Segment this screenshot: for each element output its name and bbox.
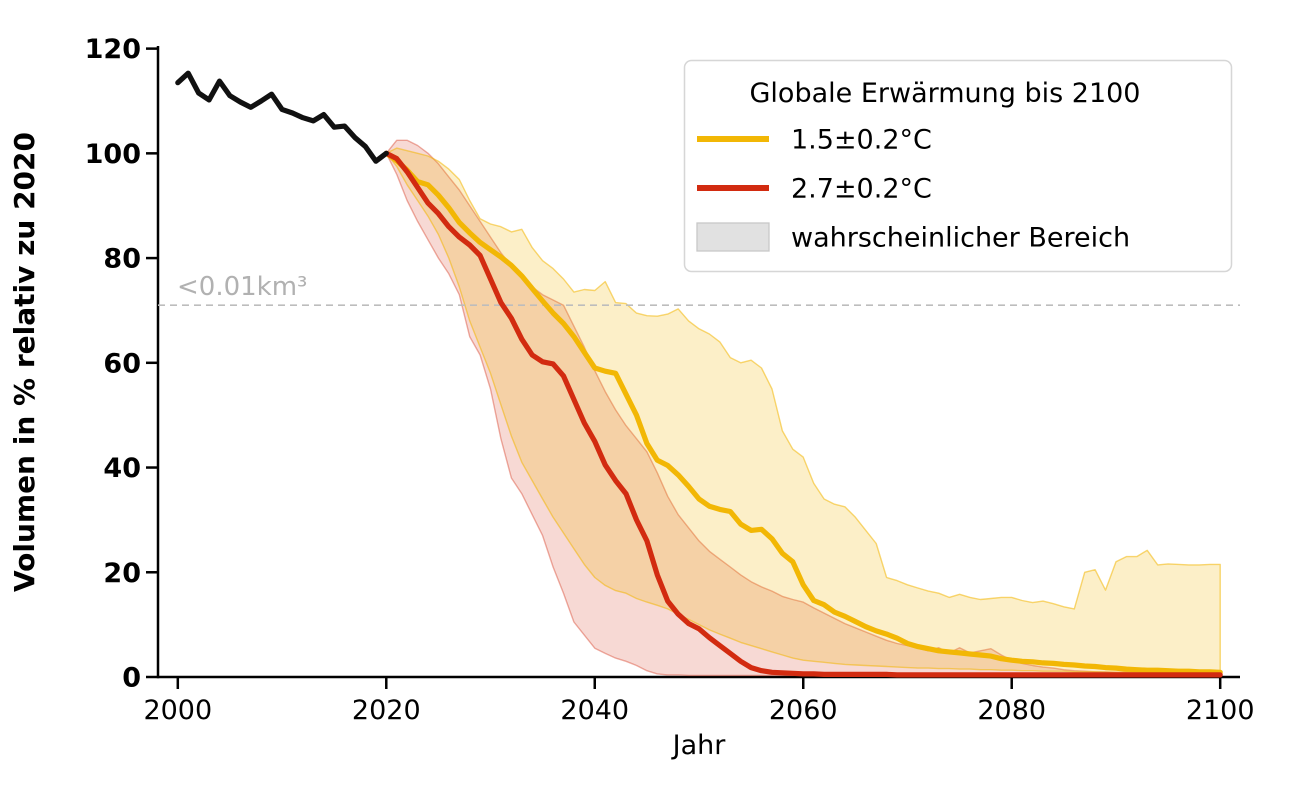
axes: 2000 2020 2040 2060 2080 2100020406080100120J… [8,34,1255,761]
x-tick-label: 2000 [143,695,212,726]
y-tick-label: 0 [122,663,141,694]
x-axis-title: Jahr [671,730,727,761]
y-axis-title: Volumen in % relativ zu 2020 [8,132,41,592]
data-lines [175,70,1223,678]
x-tick-label: 2080 [977,695,1046,726]
band-warming_1_5 [385,147,1221,674]
y-tick-label: 40 [103,453,141,484]
legend-entry-label: wahrscheinlicher Bereich [791,223,1130,254]
legend-box [683,59,1233,273]
y-tick-label: 80 [103,244,141,275]
y-tick-label: 120 [85,34,141,65]
legend-entry-label: 2.7±0.2°C [791,174,932,205]
x-tick-label: 2100 [1186,695,1255,726]
y-tick-label: 60 [103,348,141,379]
line-2-7-deg [383,150,1223,678]
legend-title: Globale Erwärmung bis 2100 [750,78,1141,109]
legend-swatch-patch [696,222,770,252]
legend-entry-label: 1.5±0.2°C [791,125,932,156]
x-tick-label: 2060 [769,695,838,726]
threshold: <0.01km³ [158,272,1240,307]
legend: Globale Erwärmung bis 2100 1.5±0.2°C 2.7±0… [683,59,1233,273]
x-tick-label: 2020 [352,695,421,726]
x-tick-label: 2040 [560,695,629,726]
threshold-label: <0.01km³ [177,272,307,302]
line-historical [175,70,389,164]
y-tick-label: 100 [85,139,141,170]
y-tick-label: 20 [103,558,141,589]
line-1-5-deg [383,150,1223,675]
